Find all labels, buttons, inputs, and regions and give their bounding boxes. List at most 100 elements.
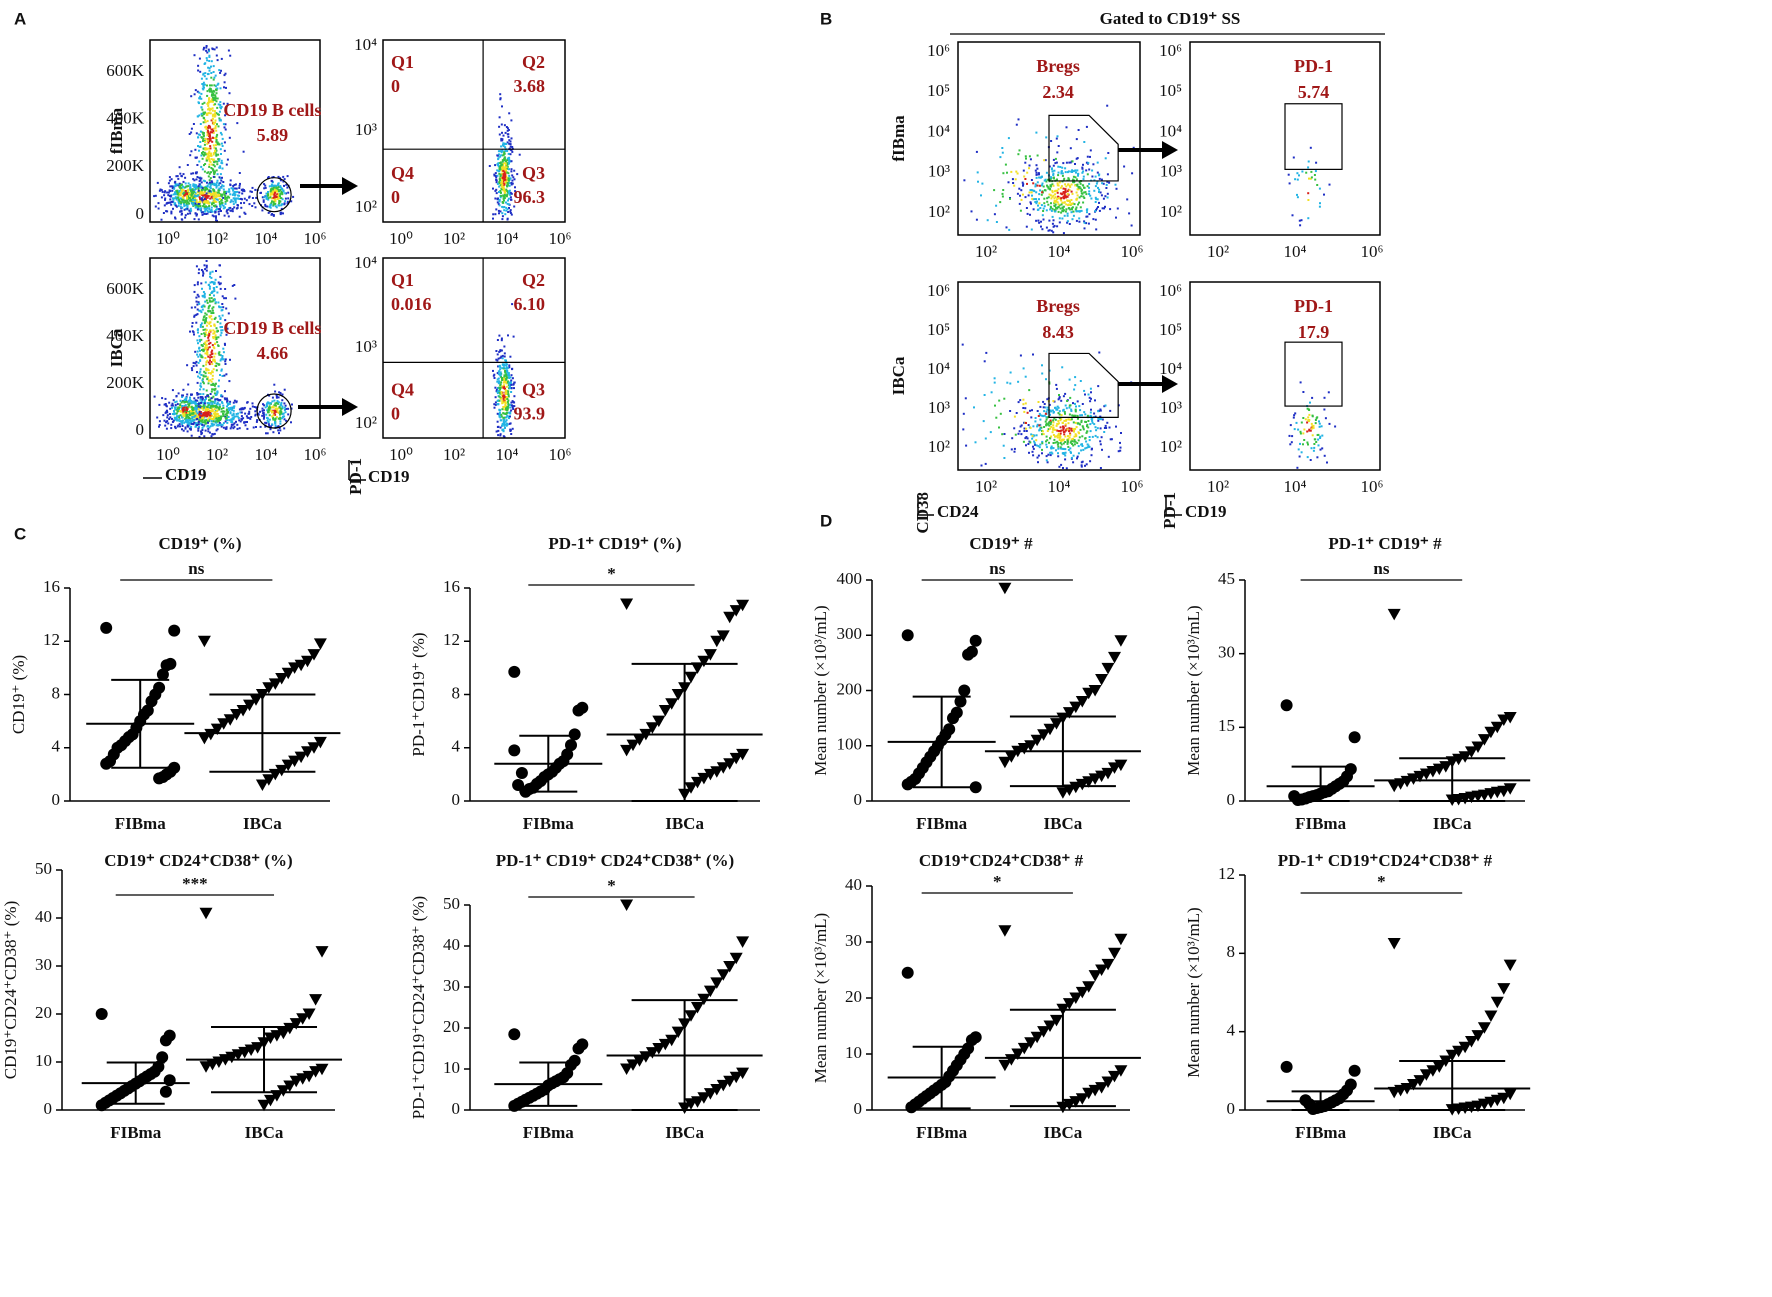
event-dot [206,134,209,137]
event-dot [239,182,241,185]
event-dot [272,414,275,417]
event-dot [1062,205,1065,208]
event-dot [1058,204,1061,207]
event-dot [214,301,217,304]
event-dot [1063,430,1066,433]
event-dot [1037,454,1040,457]
event-dot [202,274,204,277]
event-dot [263,404,266,407]
event-dot [217,301,220,304]
event-dot [236,427,239,430]
event-dot [271,423,274,426]
event-dot [195,186,198,189]
data-point [262,682,276,694]
event-dot [213,408,216,411]
event-dot [495,175,498,177]
event-dot [197,295,200,298]
event-dot [222,358,224,361]
event-dot [495,388,498,391]
event-dot [261,409,264,412]
event-dot [1060,447,1063,450]
event-dot [497,165,500,168]
event-dot [219,173,222,176]
event-dot [206,59,209,62]
event-dot [1041,191,1044,194]
event-dot [504,168,507,171]
event-dot [1290,441,1293,444]
event-dot [231,421,234,424]
event-dot [1046,398,1049,401]
event-dot [218,419,220,422]
y-tick-label: 10⁴ [1159,121,1182,140]
event-dot [488,165,491,167]
event-dot [225,426,228,429]
event-dot [282,212,284,215]
event-dot [1028,451,1030,454]
event-dot [224,319,227,322]
event-dot [507,334,509,337]
event-dot [181,396,184,398]
event-dot [243,211,246,214]
event-dot [188,133,191,135]
event-dot [205,159,208,162]
event-dot [226,158,229,161]
event-dot [189,183,192,186]
event-dot [229,201,232,204]
event-dot [280,407,283,410]
event-dot [199,325,202,328]
event-dot [167,422,170,425]
event-dot [209,177,212,180]
event-dot [1018,187,1021,190]
event-dot [1110,438,1113,441]
event-dot [183,398,186,401]
event-dot [197,423,200,426]
event-dot [207,413,210,416]
event-dot [1288,182,1291,185]
event-dot [238,408,241,411]
event-dot [188,424,191,427]
event-dot [205,347,208,350]
event-dot [1319,437,1322,439]
event-dot [1040,184,1043,187]
density-cloud [961,343,1133,470]
event-dot [1068,178,1071,181]
data-point [156,668,169,681]
event-dot [1324,417,1327,420]
event-dot [226,405,228,408]
event-dot [218,69,221,72]
event-dot [199,368,202,371]
event-dot [1049,184,1052,187]
event-dot [236,122,239,125]
event-dot [1067,429,1070,432]
event-dot [1294,412,1297,415]
event-dot [1066,220,1069,223]
data-point [275,673,289,685]
event-dot [203,335,206,338]
event-dot [1027,424,1030,426]
event-dot [215,215,217,218]
event-dot [200,197,203,200]
event-dot [214,112,217,115]
event-dot [1069,418,1072,421]
event-dot [212,71,215,73]
event-dot [218,264,221,267]
y-tick-label: 10⁵ [1159,320,1182,339]
event-dot [174,193,177,195]
event-dot [174,197,176,200]
event-dot [208,363,211,366]
event-dot [213,392,216,395]
y-tick-label: 10⁴ [354,35,377,54]
event-dot [500,381,503,384]
event-dot [1061,172,1064,175]
event-dot [282,412,285,415]
event-dot [227,407,230,410]
event-dot [182,415,185,418]
event-dot [208,67,211,70]
event-dot [504,427,506,429]
event-dot [206,348,209,351]
event-dot [507,199,509,202]
event-dot [503,345,506,348]
event-dot [504,146,507,149]
event-dot [206,210,209,212]
event-dot [194,400,197,403]
